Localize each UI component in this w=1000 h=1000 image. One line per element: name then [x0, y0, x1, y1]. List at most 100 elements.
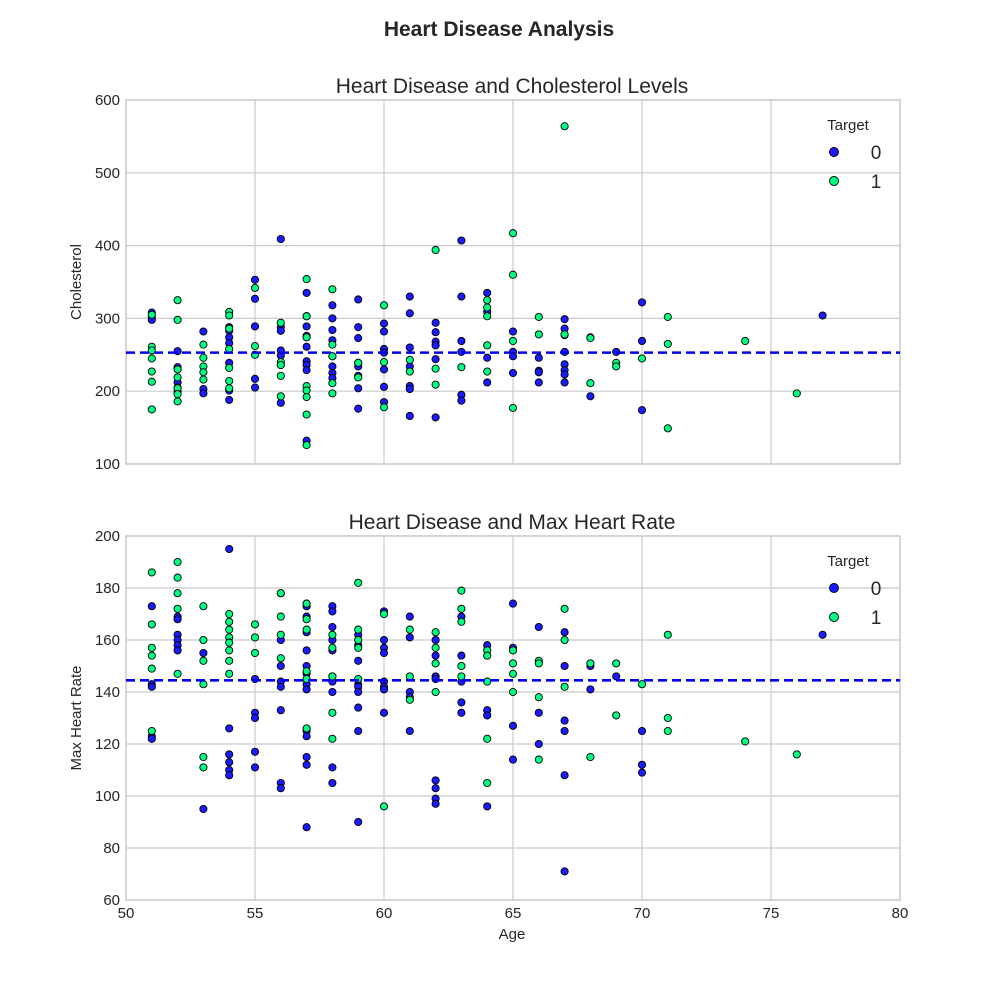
- heart-rate-point-target-0: [147, 602, 156, 611]
- heart-rate-point-target-0: [431, 635, 440, 645]
- cholesterol-point-target-1: [173, 390, 182, 399]
- cholesterol-point-target-1: [663, 312, 672, 321]
- cholesterol-point-target-0: [276, 234, 285, 244]
- heart-rate-point-target-0: [173, 615, 182, 624]
- heart-rate-point-target-0: [199, 804, 208, 814]
- heart-rate-point-target-1: [199, 635, 208, 645]
- heart-rate-point-target-1: [328, 672, 337, 681]
- heart-rate-point-target-1: [792, 750, 801, 759]
- cholesterol-point-target-1: [147, 367, 156, 376]
- heart-rate-point-target-0: [379, 708, 389, 717]
- cholesterol-point-target-1: [379, 301, 389, 310]
- heart-rate-point-target-0: [276, 682, 285, 691]
- heart-rate-point-target-1: [586, 752, 595, 762]
- heart-rate-point-target-1: [405, 672, 414, 681]
- heart-rate-point-target-1: [431, 628, 440, 637]
- heart-rate-point-target-0: [302, 732, 311, 741]
- heart-rate-x-tick-label: 55: [247, 905, 264, 922]
- cholesterol-y-tick-label: 500: [95, 165, 120, 182]
- heart-rate-point-target-0: [560, 661, 569, 671]
- cholesterol-point-target-1: [250, 283, 260, 292]
- cholesterol-point-target-0: [483, 353, 492, 362]
- heart-rate-point-target-0: [508, 599, 518, 608]
- cholesterol-point-target-0: [431, 413, 440, 422]
- cholesterol-point-target-1: [560, 122, 569, 131]
- heart-rate-point-target-1: [354, 625, 363, 634]
- heart-rate-panel-title: Heart Disease and Max Heart Rate: [349, 511, 676, 534]
- cholesterol-point-target-0: [250, 275, 260, 284]
- heart-rate-point-target-1: [741, 737, 750, 746]
- heart-rate-point-target-1: [534, 755, 543, 764]
- heart-rate-point-target-1: [483, 778, 492, 788]
- heart-rate-point-target-1: [534, 693, 543, 702]
- heart-rate-point-target-1: [199, 656, 208, 665]
- heart-rate-point-target-1: [379, 609, 389, 619]
- heart-rate-point-target-1: [302, 667, 311, 676]
- heart-rate-point-target-0: [225, 758, 234, 767]
- cholesterol-point-target-1: [637, 354, 647, 363]
- heart-rate-point-target-0: [147, 734, 156, 743]
- cholesterol-point-target-1: [276, 392, 285, 401]
- heart-rate-point-target-1: [225, 617, 234, 626]
- cholesterol-point-target-0: [302, 322, 311, 331]
- heart-rate-point-target-0: [173, 646, 182, 655]
- heart-rate-y-tick-label: 140: [95, 684, 120, 701]
- heart-rate-point-target-1: [225, 625, 234, 634]
- cholesterol-point-target-1: [379, 403, 389, 412]
- heart-rate-point-target-0: [431, 776, 440, 785]
- heart-rate-point-target-0: [328, 763, 337, 772]
- cholesterol-point-target-0: [457, 292, 466, 301]
- heart-rate-point-target-1: [276, 630, 285, 639]
- heart-rate-point-target-1: [612, 659, 621, 668]
- cholesterol-point-target-0: [276, 326, 285, 335]
- heart-rate-point-target-1: [302, 625, 311, 634]
- heart-rate-point-target-0: [250, 763, 260, 772]
- cholesterol-point-target-0: [250, 374, 260, 383]
- heart-rate-point-target-0: [405, 633, 414, 642]
- cholesterol-legend-marker-0: [829, 147, 839, 157]
- cholesterol-point-target-0: [483, 378, 492, 387]
- heart-rate-point-target-1: [457, 672, 466, 681]
- cholesterol-point-target-0: [302, 288, 311, 297]
- heart-rate-plot-frame: [125, 535, 901, 901]
- cholesterol-point-target-0: [302, 342, 311, 351]
- cholesterol-point-target-1: [276, 318, 285, 327]
- heart-rate-x-tick-label: 75: [763, 905, 780, 922]
- cholesterol-point-target-1: [534, 330, 543, 339]
- heart-rate-point-target-1: [431, 659, 440, 668]
- heart-rate-y-tick-label: 80: [103, 840, 120, 857]
- cholesterol-point-target-1: [431, 364, 440, 373]
- heart-rate-point-target-0: [818, 630, 827, 639]
- heart-rate-point-target-1: [328, 630, 337, 639]
- heart-rate-point-target-0: [637, 768, 647, 777]
- heart-rate-point-target-1: [147, 664, 156, 673]
- heart-rate-y-axis-label: Max Heart Rate: [68, 665, 85, 770]
- heart-rate-point-target-1: [483, 651, 492, 660]
- cholesterol-point-target-1: [225, 363, 234, 372]
- heart-rate-point-target-1: [508, 659, 518, 668]
- heart-rate-y-tick-label: 180: [95, 580, 120, 597]
- cholesterol-point-target-1: [225, 376, 234, 386]
- heart-rate-point-target-1: [173, 669, 182, 678]
- cholesterol-point-target-1: [302, 275, 311, 284]
- cholesterol-point-target-0: [534, 353, 543, 362]
- heart-rate-point-target-1: [173, 589, 182, 598]
- cholesterol-point-target-1: [147, 346, 156, 355]
- heart-rate-point-target-1: [225, 646, 234, 655]
- heart-rate-legend-label-0: 0: [871, 579, 882, 600]
- heart-rate-point-target-1: [663, 630, 672, 639]
- heart-rate-point-target-1: [560, 604, 569, 613]
- cholesterol-plot-frame: [125, 99, 901, 465]
- cholesterol-point-target-1: [328, 285, 337, 294]
- heart-rate-point-target-0: [354, 687, 363, 697]
- cholesterol-point-target-0: [431, 341, 440, 350]
- cholesterol-point-target-1: [173, 365, 182, 374]
- heart-rate-point-target-1: [173, 557, 182, 567]
- cholesterol-point-target-0: [560, 370, 569, 379]
- heart-rate-point-target-0: [612, 672, 621, 681]
- cholesterol-point-target-1: [354, 358, 363, 367]
- heart-rate-point-target-0: [483, 802, 492, 811]
- cholesterol-point-target-0: [818, 311, 827, 320]
- heart-rate-point-target-1: [431, 687, 440, 697]
